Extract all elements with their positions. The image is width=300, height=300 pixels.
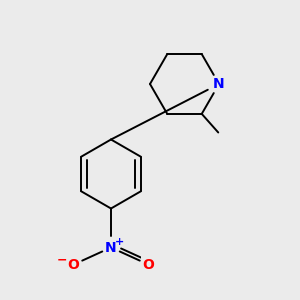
Text: +: + <box>116 237 124 247</box>
Text: −: − <box>57 253 67 266</box>
Text: N: N <box>105 241 117 254</box>
Text: O: O <box>142 258 154 272</box>
Text: O: O <box>68 258 80 272</box>
Text: N: N <box>213 77 225 91</box>
